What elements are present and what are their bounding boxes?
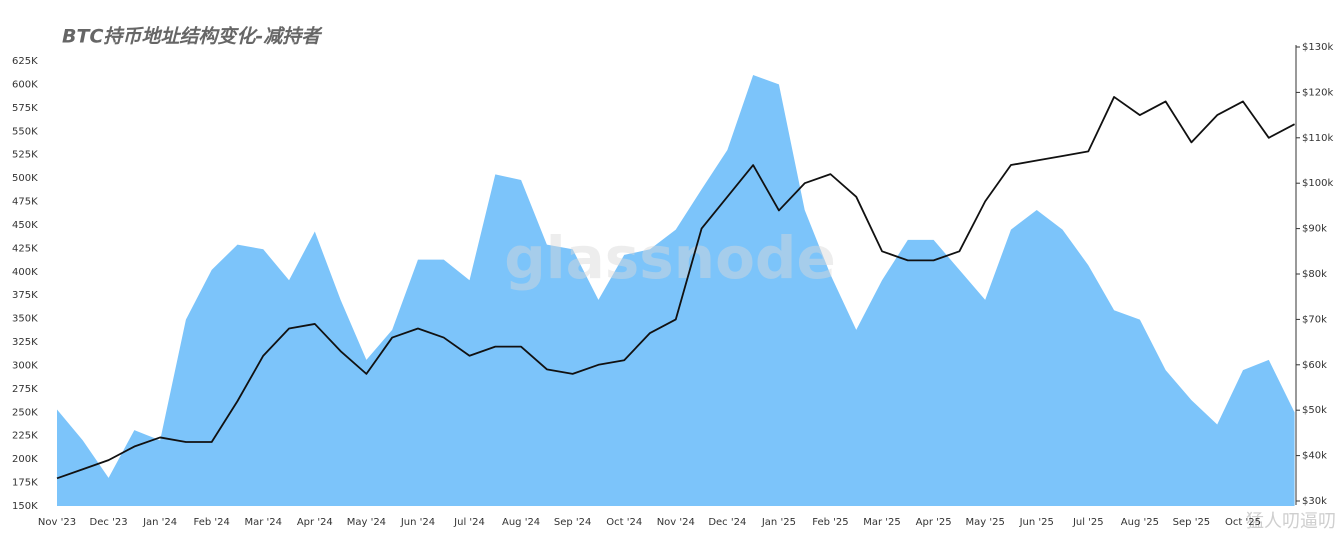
watermark: glassnode (504, 224, 836, 292)
x-tick-label: Jun '25 (1019, 517, 1054, 528)
y2-tick-label: $100k (1302, 178, 1333, 189)
x-tick-label: Dec '24 (708, 517, 746, 528)
y2-tick-label: $90k (1302, 224, 1327, 235)
x-tick-label: Jul '24 (453, 517, 485, 528)
x-tick-label: Jan '25 (761, 517, 796, 528)
y2-tick-label: $130k (1302, 42, 1333, 53)
y2-tick-label: $70k (1302, 314, 1327, 325)
x-tick-label: Mar '24 (244, 517, 282, 528)
y-tick-label: 175K (12, 478, 38, 489)
credit: 猛人叨逼叨 (1246, 511, 1336, 532)
chart-title: BTC持币地址结构变化-减持者 (62, 26, 323, 48)
x-tick-label: Mar '25 (863, 517, 901, 528)
y-tick-label: 350K (12, 314, 38, 325)
y-tick-label: 250K (12, 407, 38, 418)
y-tick-label: 550K (12, 126, 38, 137)
x-tick-label: Apr '25 (916, 517, 952, 528)
y-tick-label: 400K (12, 267, 38, 278)
y-tick-label: 625K (12, 56, 38, 67)
y-tick-label: 450K (12, 220, 38, 231)
x-tick-label: Sep '25 (1173, 517, 1211, 528)
y-tick-label: 200K (12, 454, 38, 465)
x-tick-label: Jul '25 (1072, 517, 1104, 528)
y-tick-label: 150K (12, 501, 38, 512)
y-tick-label: 275K (12, 384, 38, 395)
x-tick-label: Sep '24 (554, 517, 592, 528)
y2-tick-label: $80k (1302, 269, 1327, 280)
y2-tick-label: $50k (1302, 405, 1327, 416)
y-tick-label: 325K (12, 337, 38, 348)
y-tick-label: 425K (12, 243, 38, 254)
y2-tick-label: $40k (1302, 451, 1327, 462)
y2-tick-label: $30k (1302, 496, 1327, 507)
x-tick-label: May '25 (966, 517, 1005, 528)
x-tick-label: Aug '24 (502, 517, 540, 528)
holder-area (57, 75, 1295, 506)
y-tick-label: 475K (12, 197, 38, 208)
y-tick-label: 575K (12, 103, 38, 114)
y2-tick-label: $60k (1302, 360, 1327, 371)
x-tick-label: Nov '24 (657, 517, 695, 528)
y-tick-label: 600K (12, 79, 38, 90)
y-tick-label: 525K (12, 150, 38, 161)
x-tick-label: Aug '25 (1121, 517, 1159, 528)
x-tick-label: Oct '25 (1225, 517, 1261, 528)
x-tick-label: May '24 (347, 517, 386, 528)
y2-tick-label: $110k (1302, 133, 1333, 144)
y-tick-label: 300K (12, 360, 38, 371)
x-tick-label: Apr '24 (297, 517, 333, 528)
x-tick-label: Dec '23 (90, 517, 128, 528)
x-tick-label: Feb '25 (812, 517, 848, 528)
y-tick-label: 500K (12, 173, 38, 184)
y2-tick-label: $120k (1302, 87, 1333, 98)
x-tick-label: Feb '24 (194, 517, 230, 528)
x-tick-label: Oct '24 (606, 517, 642, 528)
price-line (56, 96, 1295, 480)
x-tick-label: Jan '24 (142, 517, 177, 528)
x-tick-label: Jun '24 (400, 517, 435, 528)
y-tick-label: 375K (12, 290, 38, 301)
y-tick-label: 225K (12, 431, 38, 442)
x-tick-label: Nov '23 (38, 517, 76, 528)
